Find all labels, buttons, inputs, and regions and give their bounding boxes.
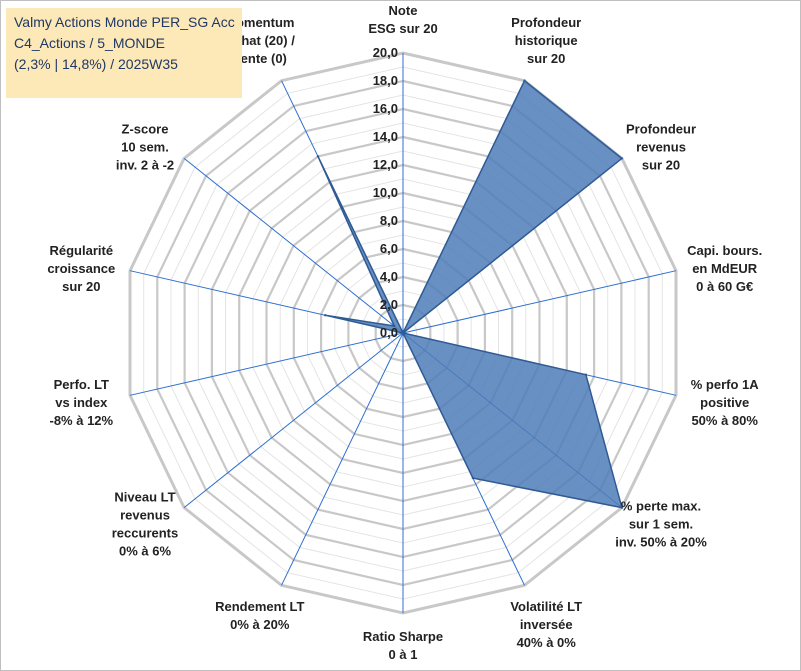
radial-tick-label: 0,0 xyxy=(380,325,398,340)
series-point xyxy=(523,79,526,82)
title-category: C4_Actions / 5_MONDE xyxy=(14,35,165,51)
axis-label: Momentum xyxy=(225,15,294,30)
radial-tick-label: 10,0 xyxy=(373,185,398,200)
radar-spoke xyxy=(183,332,404,508)
radar-spoke xyxy=(281,332,404,586)
axis-label: sur 20 xyxy=(642,158,680,173)
axis-label: % perfo 1A xyxy=(691,377,760,392)
axis-label: ESG sur 20 xyxy=(368,21,437,36)
radial-tick-label: 18,0 xyxy=(373,73,398,88)
axis-label: 40% à 0% xyxy=(517,635,577,650)
axis-label: reccurents xyxy=(112,525,178,540)
axis-label: sur 20 xyxy=(527,51,565,66)
axis-label: croissance xyxy=(47,261,115,276)
axis-label: Note xyxy=(389,3,418,18)
axis-label: 50% à 80% xyxy=(691,413,758,428)
axis-label: sur 20 xyxy=(62,279,100,294)
axis-label: Capi. bours. xyxy=(687,243,762,258)
radial-tick-label: 16,0 xyxy=(373,101,398,116)
radar-spoke xyxy=(183,158,404,334)
radial-tick-label: 12,0 xyxy=(373,157,398,172)
axis-label: Volatilité LT xyxy=(510,599,582,614)
radial-tick-label: 8,0 xyxy=(380,213,398,228)
axis-label: Profondeur xyxy=(626,122,696,137)
series-point xyxy=(471,476,475,480)
axis-label: Z-score xyxy=(122,122,169,137)
chart-title-box: Valmy Actions Monde PER_SG Acc C4_Action… xyxy=(6,8,242,98)
axis-label: 0 à 1 xyxy=(389,647,418,662)
axis-label: inv. 2 à -2 xyxy=(116,158,174,173)
radial-tick-label: 20,0 xyxy=(373,45,398,60)
series-area xyxy=(317,79,624,509)
axis-label: Ratio Sharpe xyxy=(363,629,443,644)
axis-label: inv. 50% à 20% xyxy=(615,534,707,549)
title-stats: (2,3% | 14,8%) / 2025W35 xyxy=(14,56,178,72)
axis-label: revenus xyxy=(636,140,686,155)
axis-label: Rendement LT xyxy=(215,599,304,614)
axis-label: revenus xyxy=(120,507,170,522)
axis-label: 0% à 6% xyxy=(119,543,171,558)
radar-series xyxy=(316,79,624,509)
axis-label: Niveau LT xyxy=(114,489,175,504)
axis-label: inversée xyxy=(520,617,573,632)
series-point xyxy=(584,373,588,376)
axis-label: Achat (20) / xyxy=(225,33,295,48)
axis-label: Perfo. LT xyxy=(54,377,109,392)
axis-label: sur 1 sem. xyxy=(629,516,693,531)
radial-tick-labels: 0,0 2,0 4,0 6,0 8,0 10,0 12,0 14,0 16,0 18,0 20,0 xyxy=(373,45,398,340)
axis-labels: Note ESG sur 20 Profondeur historique sur 20… xyxy=(47,3,762,662)
axis-label: -8% à 12% xyxy=(50,413,114,428)
radial-tick-label: 6,0 xyxy=(380,241,398,256)
radial-tick-label: 4,0 xyxy=(380,269,398,284)
axis-label: 0 à 60 G€ xyxy=(696,279,753,294)
series-point xyxy=(316,155,320,158)
axis-label: Profondeur xyxy=(511,15,581,30)
series-point xyxy=(620,157,624,160)
radar-spoke xyxy=(129,332,404,396)
axis-label: positive xyxy=(700,395,749,410)
radial-tick-label: 2,0 xyxy=(380,297,398,312)
axis-label: vs index xyxy=(55,395,108,410)
series-point xyxy=(401,331,405,335)
radial-tick-label: 14,0 xyxy=(373,129,398,144)
series-point xyxy=(620,506,624,509)
axis-label: Vente (0) xyxy=(233,51,287,66)
radar-spoke xyxy=(402,270,677,334)
axis-label: % perte max. xyxy=(621,498,701,513)
axis-label: historique xyxy=(515,33,578,48)
axis-label: en MdEUR xyxy=(692,261,758,276)
series-point xyxy=(393,324,396,328)
title-fund-name: Valmy Actions Monde PER_SG Acc xyxy=(14,14,235,30)
axis-label: 0% à 20% xyxy=(230,617,290,632)
series-point xyxy=(324,314,327,317)
axis-label: 10 sem. xyxy=(121,140,169,155)
axis-label: Régularité xyxy=(50,243,114,258)
